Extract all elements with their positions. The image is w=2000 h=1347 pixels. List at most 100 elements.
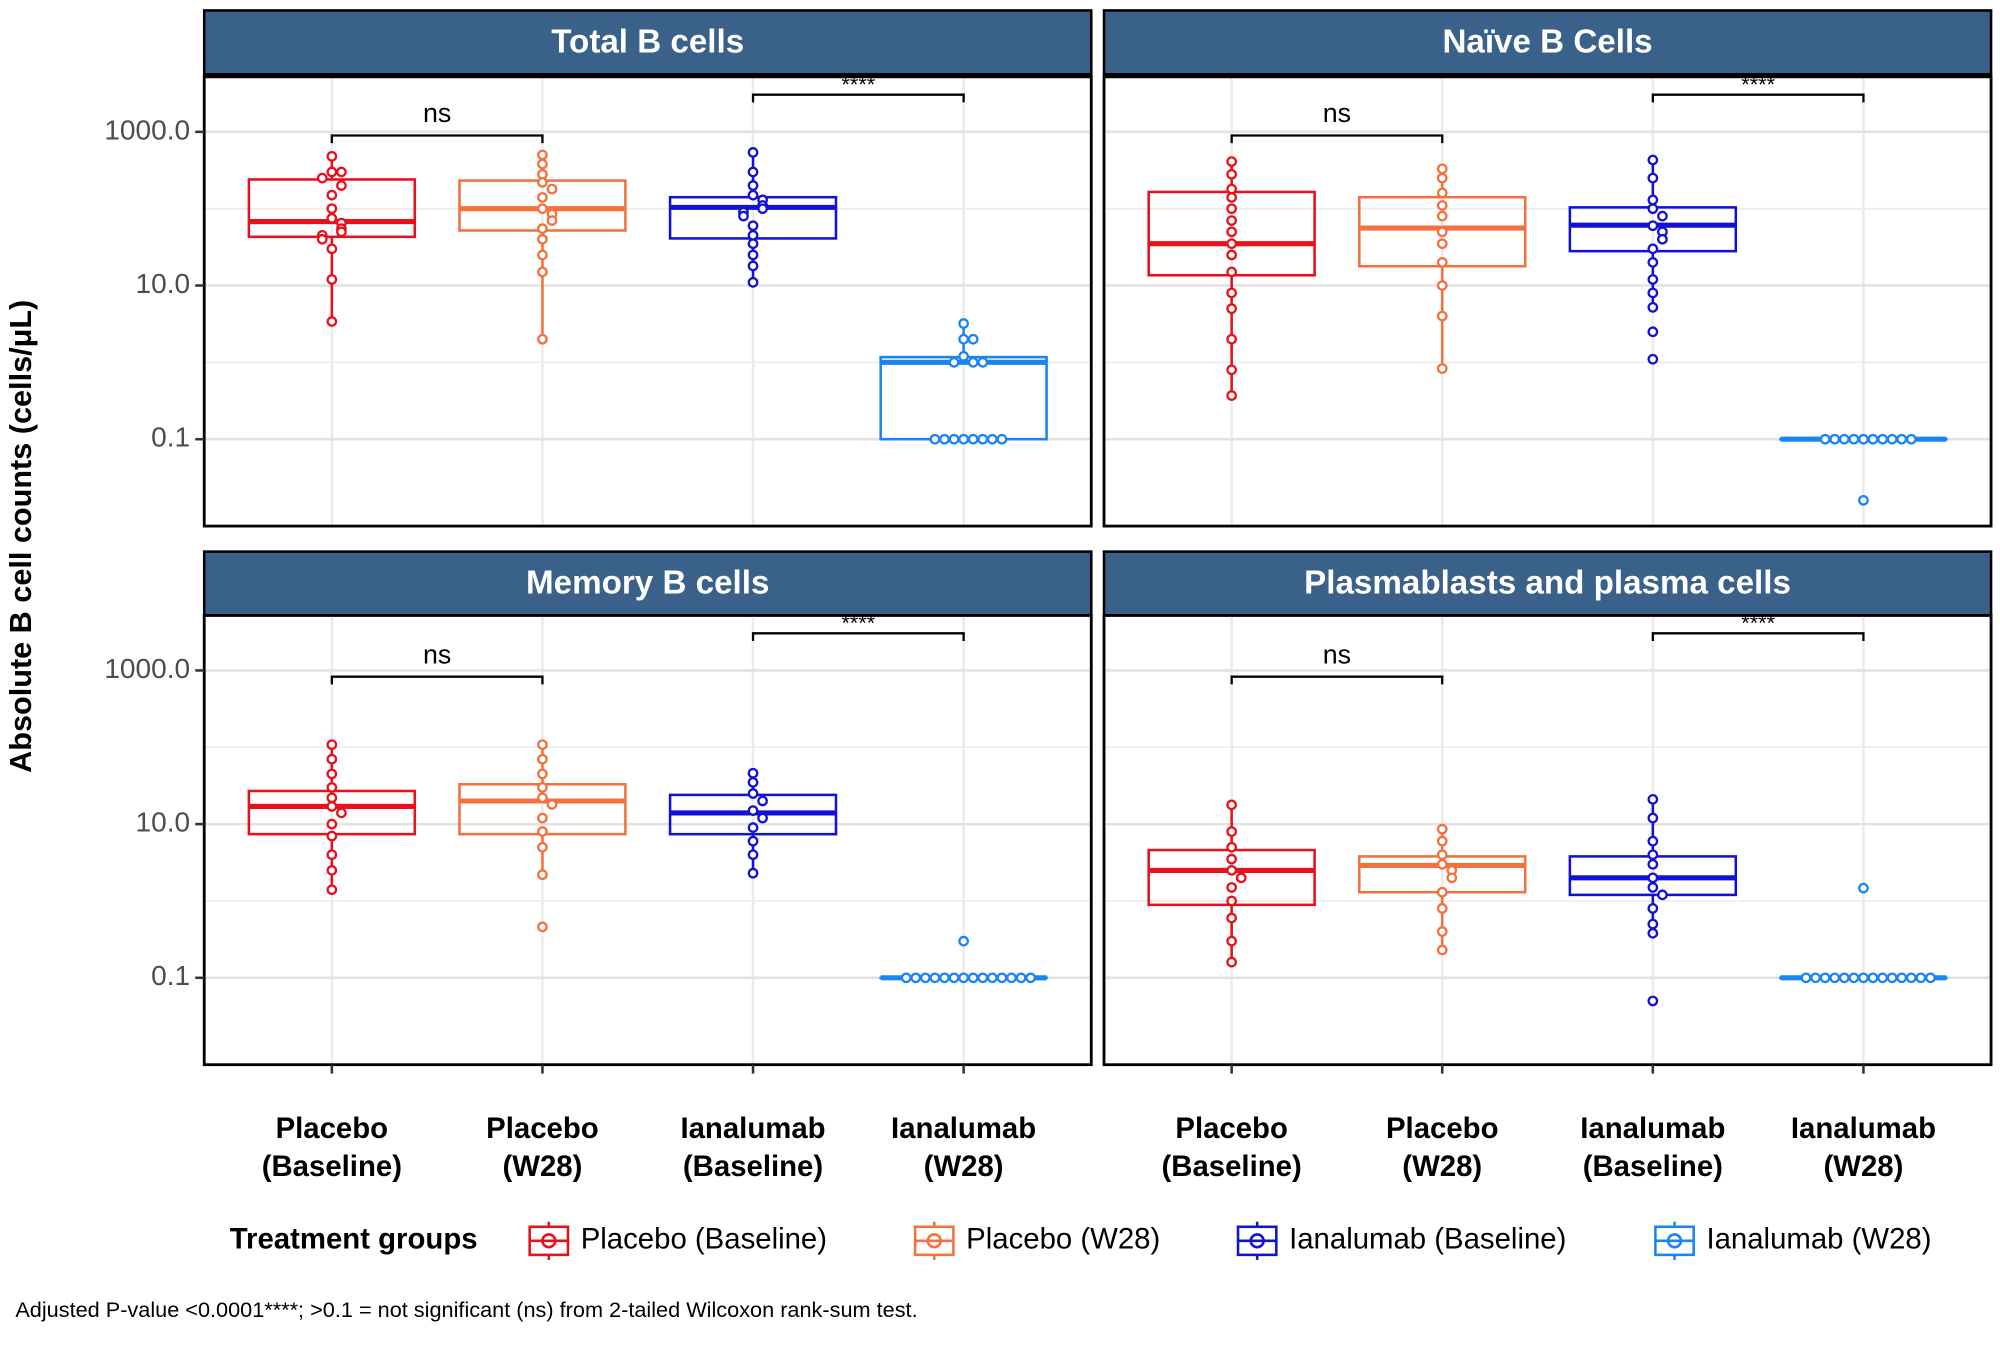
data-point: [1647, 203, 1659, 215]
data-point: [537, 203, 548, 215]
data-point: [1436, 886, 1448, 898]
data-point: [958, 935, 969, 947]
data-point: [967, 433, 979, 445]
data-point: [1226, 168, 1238, 180]
x-tick-label-line: (W28): [1823, 1150, 1903, 1183]
data-point: [326, 189, 338, 201]
y-tick-label: 1000.0: [104, 653, 190, 684]
data-point: [986, 972, 998, 984]
data-point: [1436, 858, 1448, 870]
data-point: [1848, 433, 1860, 445]
x-tick-label: Placebo (Baseline): [262, 1112, 402, 1183]
data-point: [958, 972, 969, 984]
legend-label: Ianalumab (W28): [1706, 1223, 1931, 1256]
data-point: [747, 849, 759, 861]
x-tick-label: Ianalumab (W28): [891, 1112, 1036, 1183]
data-point: [1446, 872, 1458, 884]
y-tick-label: 0.1: [151, 422, 190, 453]
data-point: [1226, 266, 1238, 278]
data-point: [1436, 238, 1448, 250]
data-point: [1226, 203, 1238, 215]
data-point: [1647, 301, 1659, 313]
data-point: [537, 841, 548, 853]
significance-bar: [751, 93, 965, 103]
data-point: [1867, 433, 1879, 445]
x-tick-label: Placebo (W28): [1386, 1112, 1499, 1183]
data-point: [1647, 287, 1659, 299]
data-point: [336, 226, 347, 238]
panel-title: Total B cells: [551, 23, 744, 60]
data-point: [1877, 433, 1888, 445]
x-tick-label-line: Placebo: [1386, 1112, 1499, 1145]
data-point: [1858, 882, 1869, 894]
data-point: [336, 180, 347, 191]
data-point: [996, 433, 1008, 445]
data-point: [326, 203, 338, 215]
x-tick-label-line: Ianalumab: [680, 1112, 825, 1145]
data-point: [1006, 972, 1017, 984]
data-point: [747, 788, 759, 799]
significance-label: ****: [841, 610, 875, 635]
data-point: [1647, 812, 1659, 824]
data-point: [1226, 841, 1238, 853]
data-point: [537, 812, 548, 824]
data-point: [1226, 826, 1238, 837]
data-point: [537, 869, 548, 881]
data-point: [1838, 433, 1850, 445]
data-point: [1647, 353, 1659, 365]
data-point: [1800, 972, 1812, 984]
data-point: [1647, 243, 1659, 255]
panel-header: [1102, 9, 1993, 76]
data-point: [929, 972, 941, 984]
data-point: [1886, 972, 1898, 984]
data-point: [1858, 433, 1869, 445]
data-point: [747, 276, 759, 288]
data-point: [1436, 310, 1448, 322]
legend-key-point: [1249, 1233, 1265, 1249]
data-point: [1226, 215, 1238, 226]
data-point: [1647, 872, 1659, 884]
data-point: [1436, 363, 1448, 374]
data-point: [1657, 233, 1668, 245]
data-point: [1226, 865, 1238, 876]
data-point: [1436, 163, 1448, 175]
data-point: [1905, 972, 1917, 984]
data-point: [900, 972, 912, 984]
data-point: [747, 822, 759, 834]
data-point: [326, 884, 338, 896]
data-point: [326, 316, 338, 327]
data-point: [326, 792, 338, 804]
data-point: [1226, 156, 1238, 167]
data-point: [316, 233, 328, 245]
panel-border: [202, 614, 1093, 1067]
data-point: [919, 972, 931, 984]
data-point: [326, 753, 338, 765]
data-point: [747, 220, 759, 232]
data-point: [326, 150, 338, 162]
data-point: [948, 433, 960, 445]
significance-label: ns: [1323, 98, 1351, 128]
data-point: [537, 782, 548, 793]
data-point: [537, 826, 548, 837]
panel-title: Naïve B Cells: [1442, 23, 1652, 60]
data-point: [1436, 226, 1448, 238]
data-point: [1226, 882, 1238, 893]
y-tick-label: 10.0: [136, 268, 191, 299]
data-point: [1226, 364, 1238, 376]
y-tick-label: 10.0: [136, 807, 191, 838]
data-point: [1877, 972, 1888, 984]
data-point: [1867, 972, 1879, 984]
data-point: [1226, 238, 1238, 250]
x-tick-label-line: (W28): [502, 1150, 582, 1183]
x-tick-label-line: Placebo: [276, 1112, 389, 1145]
data-point: [1905, 433, 1917, 445]
data-point: [1647, 927, 1659, 939]
data-point: [958, 433, 969, 445]
panel-header: [202, 9, 1093, 76]
data-point: [537, 768, 548, 780]
data-point: [546, 215, 558, 226]
data-point: [537, 739, 548, 751]
panel-header: [202, 550, 1093, 617]
significance-label: ns: [423, 98, 451, 128]
data-point: [326, 782, 338, 793]
